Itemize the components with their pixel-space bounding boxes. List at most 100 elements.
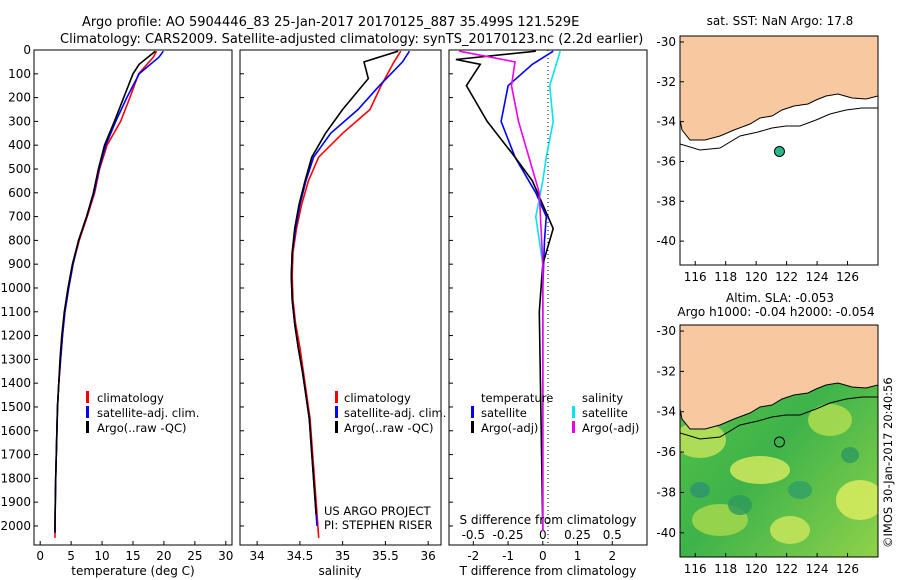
x-tick-label: 36	[421, 549, 436, 563]
lat-tick-label: -30	[656, 324, 676, 338]
x-tick-label: -2	[467, 549, 479, 563]
temperature-x-ticks: 0 5 10 15 20 25 30	[36, 541, 233, 563]
legend-swatch-argo	[86, 421, 89, 433]
x-tick-label: 25	[187, 549, 202, 563]
depth-tick-label: 1400	[0, 376, 31, 390]
depth-tick-label: 100	[8, 67, 31, 81]
depth-tick-label: 800	[8, 233, 31, 247]
series-line	[291, 50, 402, 538]
depth-tick-label: 1700	[0, 448, 31, 462]
legend-title-temperature: temperature	[481, 391, 553, 405]
x-tick-label: 30	[218, 549, 233, 563]
depth-tick-label: 1100	[0, 305, 31, 319]
lat-tick-label: -34	[656, 115, 676, 129]
depth-tick-label: 1800	[0, 471, 31, 485]
salinity-legend: climatology satellite-adj. clim. Argo(..…	[335, 391, 446, 435]
s-tick-label: 0.5	[603, 528, 622, 542]
legend-label-satellite: satellite-adj. clim.	[344, 406, 446, 420]
lon-tick-label: 120	[745, 270, 768, 284]
lon-tick-label: 122	[775, 270, 798, 284]
lon-tick-label: 120	[745, 562, 768, 576]
lat-tick-label: -32	[656, 75, 676, 89]
depth-tick-label: 400	[8, 138, 31, 152]
s-tick-label: -0.25	[493, 528, 524, 542]
series-line	[500, 50, 554, 531]
station-marker	[773, 145, 785, 157]
depth-tick-label: 0	[23, 43, 31, 57]
lat-tick-label: -32	[656, 364, 676, 378]
legend-swatch-t-argo	[471, 421, 474, 433]
sla-map-subtitle: Argo h1000: -0.04 h2000: -0.054	[677, 305, 874, 319]
header-line-2: Climatology: CARS2009. Satellite-adjuste…	[60, 32, 643, 47]
legend-title-salinity: salinity	[582, 391, 623, 405]
lat-tick-label: -30	[656, 35, 676, 49]
lon-tick-label: 122	[775, 562, 798, 576]
depth-tick-label: 1600	[0, 424, 31, 438]
salinity-x-ticks: 34 34.5 35 35.5 36	[249, 541, 436, 563]
sst-map-land	[680, 36, 878, 141]
x-tick-label: 35	[335, 549, 350, 563]
salinity-difference-ticks: -0.5 -0.25 0 0.25 0.5	[462, 528, 622, 542]
x-tick-label: 34	[249, 549, 264, 563]
sla-map-ticks: 116 118 120 122 124 126 -30 -32 -34 -36 -38 -40	[656, 324, 859, 576]
legend-label-s-satellite: satellite	[582, 406, 628, 420]
lon-tick-label: 118	[714, 562, 737, 576]
series-line	[459, 50, 544, 531]
s-tick-label: 0.25	[564, 528, 591, 542]
series-line	[290, 50, 399, 515]
legend-label-t-argo: Argo(-adj)	[481, 421, 538, 435]
x-tick-label: 10	[94, 549, 109, 563]
x-tick-label: -1	[502, 549, 514, 563]
depth-tick-label: 1500	[0, 400, 31, 414]
depth-tick-label: 2000	[0, 519, 31, 533]
depth-tick-label: 200	[8, 91, 31, 105]
sla-map-title: Altim. SLA: -0.053	[726, 291, 834, 305]
depth-tick-label: 700	[8, 210, 31, 224]
lat-tick-label: -38	[656, 485, 676, 499]
sla-map-land	[680, 325, 878, 430]
legend-swatch-argo	[335, 421, 338, 433]
depth-tick-label: 500	[8, 162, 31, 176]
lat-tick-label: -36	[656, 445, 676, 459]
x-tick-label: 34.5	[287, 549, 314, 563]
series-line	[54, 50, 164, 534]
sst-map-title: sat. SST: NaN Argo: 17.8	[707, 14, 854, 28]
depth-ticks: 0 100 200 300 400 500 600 700 800 900 1000 1100 1200…	[0, 43, 38, 533]
depth-tick-label: 1900	[0, 495, 31, 509]
salinity-series	[290, 50, 411, 538]
sst-map-frame	[679, 35, 879, 266]
salinity-axes-frame	[239, 49, 442, 546]
series-line	[455, 50, 555, 531]
difference-x-ticks: -2 -1 0 1 2	[467, 541, 616, 563]
salinity-xlabel: salinity	[318, 564, 361, 578]
x-tick-label: 15	[125, 549, 140, 563]
difference-depth-ticks	[449, 49, 453, 527]
depth-tick-label: 1200	[0, 329, 31, 343]
legend-swatch-satellite	[86, 406, 89, 418]
x-tick-label: 20	[156, 549, 171, 563]
temperature-xlabel: temperature (deg C)	[71, 564, 194, 578]
lat-tick-label: -40	[656, 234, 676, 248]
lat-tick-label: -34	[656, 405, 676, 419]
depth-tick-label: 600	[8, 186, 31, 200]
legend-label-climatology: climatology	[344, 391, 411, 405]
legend-swatch-s-satellite	[572, 406, 575, 418]
depth-tick-label: 1300	[0, 352, 31, 366]
legend-swatch-satellite	[335, 406, 338, 418]
legend-label-satellite: satellite-adj. clim.	[97, 406, 199, 420]
x-tick-label: 5	[67, 549, 75, 563]
t-difference-label: T difference from climatology	[459, 564, 637, 578]
lat-tick-label: -36	[656, 154, 676, 168]
s-tick-label: 0	[539, 528, 547, 542]
salinity-panel: 34 34.5 35 35.5 36 salinity climatology sate…	[239, 49, 446, 578]
lon-tick-label: 118	[714, 270, 737, 284]
temperature-axes-frame	[33, 49, 233, 546]
sst-map-panel: sat. SST: NaN Argo: 17.8 116 118 120 122 124…	[656, 14, 879, 284]
legend-swatch-climatology	[335, 391, 338, 403]
legend-swatch-climatology	[86, 391, 89, 403]
temperature-panel: 0100200300400500600700800900100011001200…	[0, 43, 233, 578]
lon-tick-label: 116	[684, 562, 707, 576]
lon-tick-label: 116	[684, 270, 707, 284]
lon-tick-label: 124	[806, 562, 829, 576]
x-tick-label: 1	[574, 549, 582, 563]
